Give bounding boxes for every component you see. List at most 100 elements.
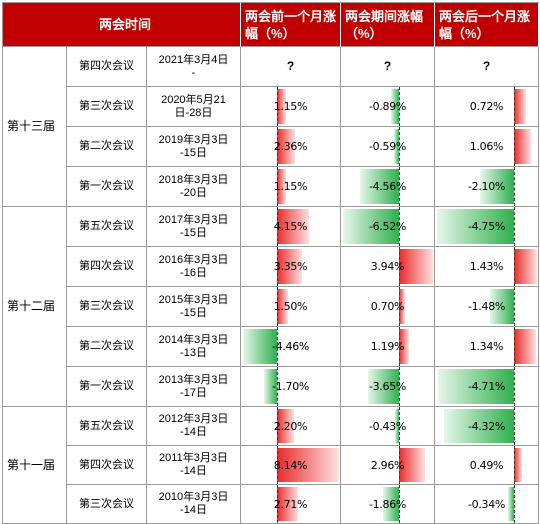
after-zero-axis xyxy=(513,207,515,246)
after-return-value: -4.32% xyxy=(467,419,506,433)
before-return-cell: 4.15% xyxy=(241,207,341,247)
date-cell: 2011年3月3日 -14日 xyxy=(147,446,241,485)
after-return-value: 1.34% xyxy=(469,340,504,353)
during-return-value: -1.86% xyxy=(368,497,407,511)
during-return-cell: 0.70% xyxy=(341,287,435,327)
during-return-cell: -0.59% xyxy=(341,127,435,167)
before-return-value: 2.36% xyxy=(273,140,308,153)
before-return-bar xyxy=(276,448,339,482)
date-cell: 2018年3月3日 -20日 xyxy=(147,167,241,207)
during-return-cell: -6.52% xyxy=(341,207,435,247)
after-return-value: 1.06% xyxy=(469,140,504,153)
during-return-bar xyxy=(395,409,400,443)
meeting-label: 第四次会议 xyxy=(79,260,134,272)
after-zero-axis xyxy=(513,167,515,206)
before-return-bar xyxy=(276,409,294,443)
after-zero-axis xyxy=(513,247,515,286)
date-label: 2016年3月3日 -16日 xyxy=(158,253,229,279)
during-return-value: ? xyxy=(383,59,392,73)
during-return-value: 2.96% xyxy=(370,458,405,472)
meeting-label: 第五次会议 xyxy=(79,220,134,232)
before-return-value: ? xyxy=(286,59,295,73)
before-return-cell: ? xyxy=(241,47,341,87)
before-return-value: 8.14% xyxy=(273,458,308,472)
during-return-bar xyxy=(367,369,400,404)
before-return-bar xyxy=(243,329,277,364)
during-zero-axis xyxy=(399,247,401,286)
meeting-label: 第二次会议 xyxy=(79,340,134,352)
date-cell: 2017年3月3日 -15日 xyxy=(147,207,241,247)
after-return-value: ? xyxy=(482,59,491,73)
after-return-cell: ? xyxy=(435,47,539,87)
before-zero-axis xyxy=(276,167,278,206)
after-return-cell: 1.43% xyxy=(435,247,539,287)
after-return-value: -1.48% xyxy=(467,300,506,313)
after-return-value: -2.10% xyxy=(467,180,506,193)
before-return-value: -1.70% xyxy=(271,380,310,393)
session-label: 第十二届 xyxy=(7,299,56,313)
before-return-bar xyxy=(276,289,289,324)
after-return-cell: -4.32% xyxy=(435,407,539,446)
before-return-cell: 2.20% xyxy=(241,407,341,446)
date-label: 2017年3月3日 -15日 xyxy=(158,213,229,239)
meeting-cell: 第四次会议 xyxy=(67,247,147,287)
before-zero-axis xyxy=(276,247,278,286)
after-return-value: 0.72% xyxy=(469,100,504,113)
before-return-cell: 2.71% xyxy=(241,485,341,524)
date-cell: 2012年3月3日 -14日 xyxy=(147,407,241,446)
during-zero-axis xyxy=(399,327,401,366)
date-label: 2020年5月21 日-28日 xyxy=(161,93,226,119)
after-return-cell: 0.72% xyxy=(435,87,539,127)
meeting-label: 第三次会议 xyxy=(79,300,134,312)
after-return-cell: -1.48% xyxy=(435,287,539,327)
date-label: 2018年3月3日 -20日 xyxy=(158,173,229,199)
session-label: 第十三届 xyxy=(7,119,56,133)
during-return-cell: -0.89% xyxy=(341,87,435,127)
after-return-cell: -4.71% xyxy=(435,367,539,407)
after-return-value: -4.75% xyxy=(467,220,506,233)
after-return-value: 1.43% xyxy=(469,260,504,273)
after-return-bar xyxy=(513,329,536,364)
during-zero-axis xyxy=(399,446,401,484)
meeting-label: 第五次会议 xyxy=(79,419,134,432)
during-return-value: -6.52% xyxy=(368,220,407,233)
meeting-label: 第二次会议 xyxy=(79,140,134,152)
before-zero-axis xyxy=(276,207,278,246)
before-return-cell: -1.70% xyxy=(241,367,341,407)
header-during: 两会期间涨幅（%） xyxy=(341,3,435,47)
before-zero-axis xyxy=(276,367,278,406)
meeting-cell: 第三次会议 xyxy=(67,485,147,524)
header-after: 两会后一个月涨幅（%） xyxy=(435,3,539,47)
during-return-bar xyxy=(394,129,400,164)
header-before-label: 两会前一个月涨幅（%） xyxy=(245,8,337,41)
before-return-value: 3.35% xyxy=(273,260,308,273)
during-return-value: -4.56% xyxy=(368,180,407,193)
before-return-bar xyxy=(276,487,298,521)
meeting-label: 第四次会议 xyxy=(79,458,134,471)
date-label: 2010年3月3日 -14日 xyxy=(158,491,229,516)
during-return-bar xyxy=(399,249,433,284)
header-during-label: 两会期间涨幅（%） xyxy=(345,8,424,41)
after-return-bar xyxy=(513,89,526,124)
meeting-cell: 第五次会议 xyxy=(67,207,147,247)
before-return-value: 4.15% xyxy=(273,220,308,233)
during-return-bar xyxy=(383,487,400,521)
before-return-cell: 8.14% xyxy=(241,446,341,485)
after-return-value: 0.49% xyxy=(469,458,504,472)
before-return-bar xyxy=(276,249,303,284)
header-period-label: 两会时间 xyxy=(99,17,152,32)
header-after-label: 两会后一个月涨幅（%） xyxy=(439,8,531,41)
during-return-bar xyxy=(399,448,425,482)
date-cell: 2015年3月3日 -15日 xyxy=(147,287,241,327)
after-zero-axis xyxy=(513,407,515,445)
during-return-value: 1.19% xyxy=(370,340,405,353)
during-zero-axis xyxy=(399,485,401,523)
date-label: 2011年3月3日 -14日 xyxy=(159,452,228,477)
date-label: 2012年3月3日 -14日 xyxy=(158,413,229,438)
after-zero-axis xyxy=(513,287,515,326)
after-return-bar xyxy=(508,487,514,521)
meeting-label: 第一次会议 xyxy=(79,380,134,392)
date-cell: 2019年3月3日 -15日 xyxy=(147,127,241,167)
header-before: 两会前一个月涨幅（%） xyxy=(241,3,341,47)
before-return-value: -4.46% xyxy=(271,340,310,353)
